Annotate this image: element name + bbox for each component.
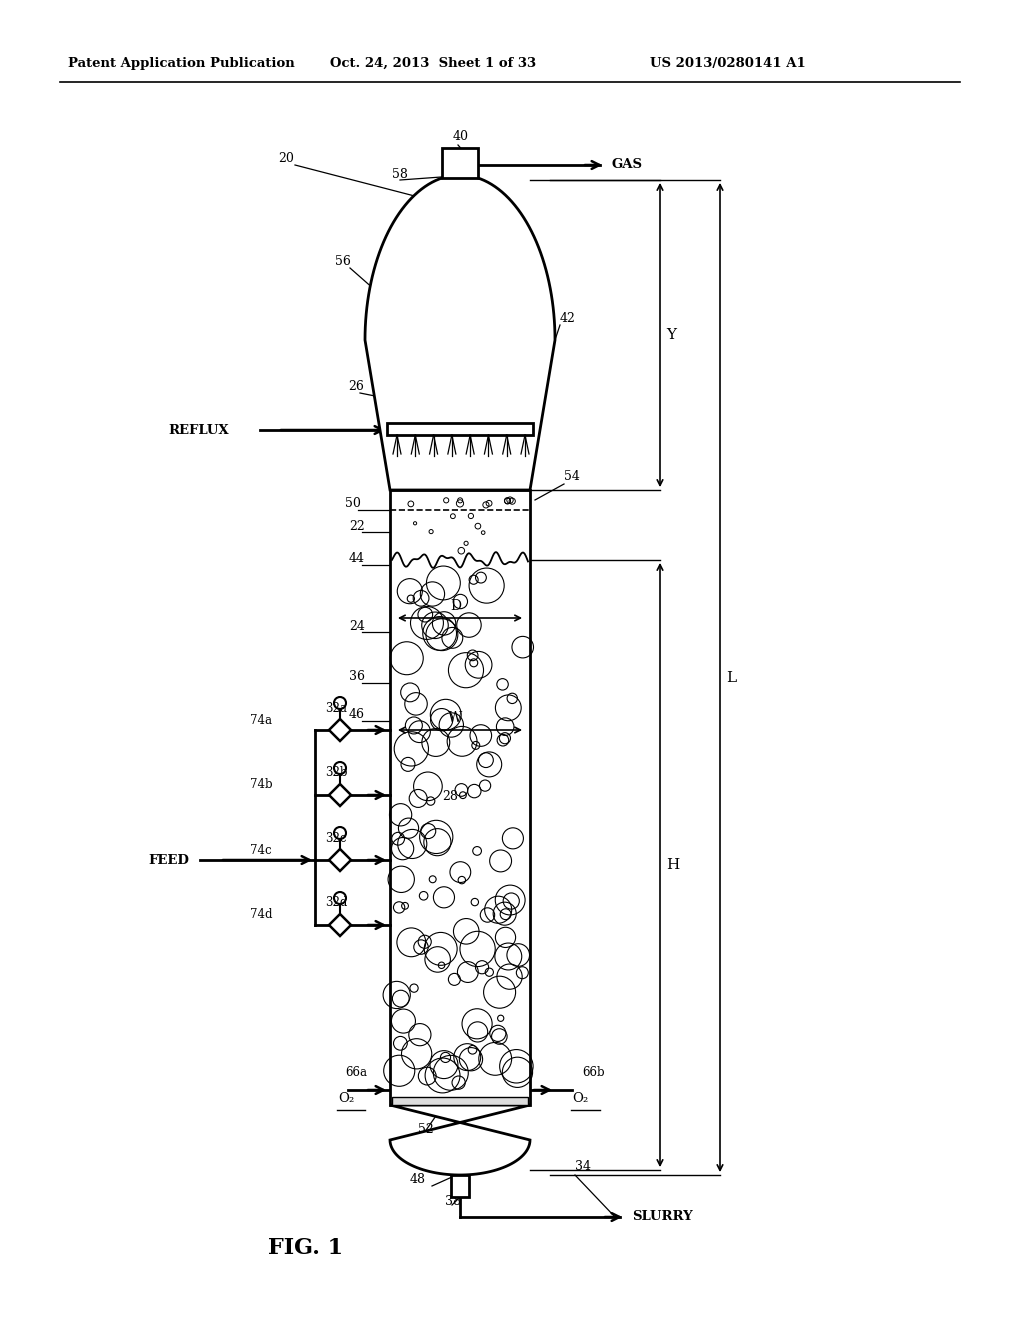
Text: 58: 58 [392, 168, 408, 181]
Text: 74d: 74d [250, 908, 272, 921]
Polygon shape [329, 784, 351, 807]
Text: FIG. 1: FIG. 1 [268, 1237, 343, 1259]
Text: D: D [451, 599, 462, 612]
Text: 66a: 66a [345, 1065, 367, 1078]
Text: 32a: 32a [325, 701, 347, 714]
Text: 44: 44 [349, 552, 365, 565]
Text: 52: 52 [418, 1123, 434, 1137]
Text: REFLUX: REFLUX [168, 424, 228, 437]
Text: 74b: 74b [250, 779, 272, 792]
Text: 48: 48 [410, 1173, 426, 1185]
Text: 56: 56 [335, 255, 351, 268]
Bar [392, 1097, 528, 1105]
Text: 32b: 32b [325, 767, 347, 780]
Text: O₂: O₂ [338, 1092, 354, 1105]
Text: 46: 46 [349, 708, 365, 721]
Text: 20: 20 [278, 152, 294, 165]
Text: 74a: 74a [250, 714, 272, 726]
Polygon shape [329, 849, 351, 871]
Bar [387, 422, 534, 436]
Text: H: H [666, 858, 679, 873]
Text: 26: 26 [348, 380, 364, 393]
Bar [451, 1175, 469, 1197]
Text: O₂: O₂ [572, 1092, 588, 1105]
Polygon shape [365, 176, 555, 490]
Text: 32d: 32d [325, 896, 347, 909]
Bar [392, 566, 528, 1097]
Bar [442, 148, 478, 178]
Text: 32c: 32c [325, 832, 346, 845]
Text: 50: 50 [345, 498, 360, 510]
Text: 40: 40 [453, 129, 469, 143]
Text: 30: 30 [442, 436, 458, 447]
Polygon shape [329, 719, 351, 741]
Polygon shape [390, 1105, 530, 1175]
Text: W: W [447, 711, 462, 725]
Text: 24: 24 [349, 620, 365, 634]
Text: L: L [726, 671, 736, 685]
Text: 38: 38 [445, 1195, 461, 1208]
Text: 54: 54 [564, 470, 580, 483]
Text: 34: 34 [575, 1160, 591, 1173]
Text: Y: Y [666, 327, 676, 342]
Text: SLURRY: SLURRY [632, 1210, 693, 1224]
Text: 36: 36 [349, 671, 365, 682]
Text: Oct. 24, 2013  Sheet 1 of 33: Oct. 24, 2013 Sheet 1 of 33 [330, 57, 537, 70]
Text: X: X [450, 351, 459, 366]
Text: Patent Application Publication: Patent Application Publication [68, 57, 295, 70]
Text: 22: 22 [349, 520, 365, 533]
Text: 42: 42 [560, 312, 575, 325]
Text: 66b: 66b [582, 1065, 604, 1078]
Text: 28: 28 [442, 789, 458, 803]
Text: US 2013/0280141 A1: US 2013/0280141 A1 [650, 57, 806, 70]
Text: GAS: GAS [612, 158, 643, 172]
Bar [390, 490, 530, 1105]
Polygon shape [329, 913, 351, 936]
Text: FEED: FEED [148, 854, 188, 866]
Text: 74c: 74c [250, 843, 271, 857]
